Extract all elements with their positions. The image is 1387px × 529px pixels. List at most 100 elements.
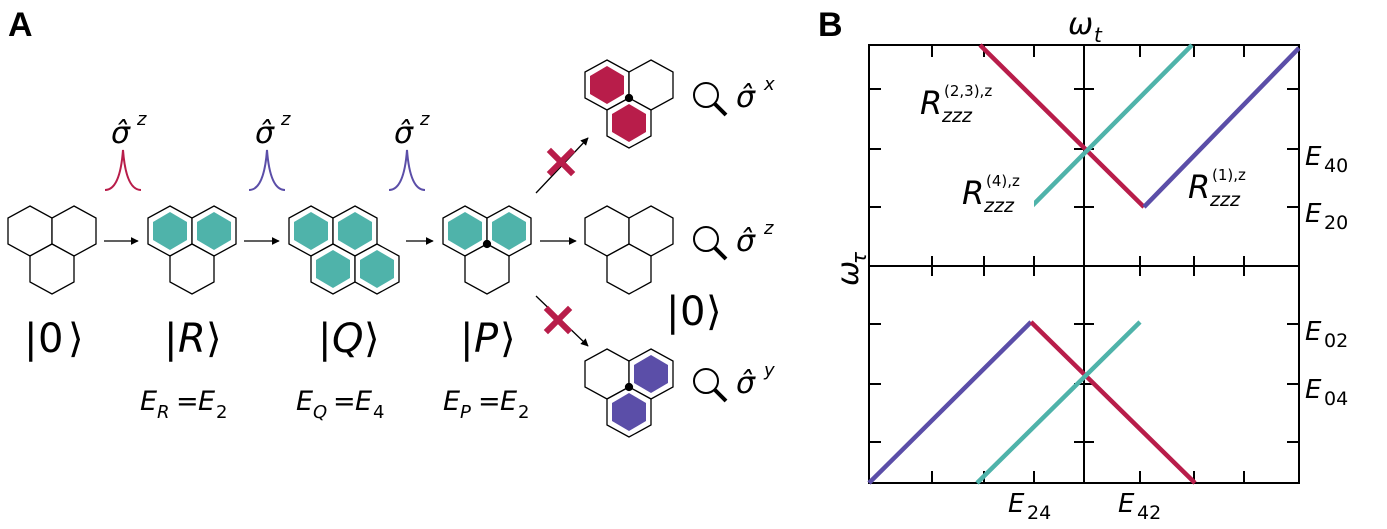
magnifier-icon — [693, 368, 728, 403]
right-tick-e02: E 02 — [1305, 317, 1348, 352]
line-teal-top — [1029, 43, 1194, 209]
svg-text:E: E — [198, 386, 215, 417]
svg-text:2: 2 — [518, 402, 529, 423]
svg-text:⟩: ⟩ — [68, 316, 84, 362]
energy-p: E P = E 2 — [443, 386, 529, 423]
magnifier-icon — [693, 82, 728, 117]
svg-text:ω: ω — [831, 261, 866, 286]
svg-text:⟩: ⟩ — [500, 316, 516, 362]
line-crimson-bottom — [1029, 320, 1197, 485]
cluster-outcome-x — [584, 59, 674, 149]
bottom-tick-e42: E 42 — [1118, 489, 1161, 524]
svg-text:04: 04 — [1324, 388, 1348, 410]
svg-text:zzz: zzz — [983, 195, 1015, 217]
pulse-shape — [248, 149, 286, 191]
svg-text:E: E — [1305, 199, 1322, 229]
svg-text:z: z — [419, 109, 430, 130]
svg-text:E: E — [443, 386, 460, 417]
resonance-lines — [867, 43, 1301, 485]
svg-text:R: R — [962, 174, 984, 212]
svg-text:0: 0 — [38, 316, 63, 362]
cluster-outcome-y — [584, 348, 674, 438]
svg-text:ω: ω — [1068, 7, 1093, 42]
svg-text:σ̂: σ̂ — [736, 80, 756, 115]
line-teal-bottom — [975, 320, 1142, 485]
svg-text:z: z — [280, 109, 291, 130]
svg-text:P: P — [474, 316, 499, 362]
svg-text:E: E — [1305, 142, 1322, 172]
cluster-state-r — [147, 205, 237, 295]
svg-text:R: R — [1188, 168, 1210, 206]
pulse-3: σ̂ z — [388, 109, 430, 191]
svg-text:=: = — [176, 386, 199, 417]
pulse-shape — [104, 149, 142, 191]
svg-text:4: 4 — [373, 402, 384, 423]
svg-text:σ̂: σ̂ — [736, 366, 756, 401]
pulse-2: σ̂ z — [248, 109, 291, 191]
ket-outcome-0: | 0 ⟩ — [666, 289, 722, 335]
svg-text:|: | — [24, 316, 37, 362]
x-axis-title: ω t — [1068, 7, 1103, 47]
svg-text:σ̂: σ̂ — [736, 224, 756, 259]
svg-text:⟩: ⟩ — [706, 289, 722, 335]
svg-text:Q: Q — [313, 402, 327, 423]
svg-text:zzz: zzz — [941, 105, 973, 127]
right-tick-e04: E 04 — [1305, 375, 1348, 410]
annotation-r23: R zzz (2,3),z — [918, 82, 1010, 128]
cluster-state-0 — [7, 205, 97, 295]
svg-text:20: 20 — [1324, 212, 1348, 234]
cluster-state-q — [288, 205, 400, 295]
pulse-1: σ̂ z — [104, 109, 147, 191]
pulse-shape — [388, 149, 426, 191]
ket-0: | 0 ⟩ — [24, 316, 84, 362]
plot-frame — [868, 44, 1300, 484]
svg-text:τ: τ — [847, 251, 871, 264]
ket-q: | Q ⟩ — [318, 316, 380, 362]
annotation-r4: R zzz (4),z — [960, 172, 1034, 218]
ket-r: | R ⟩ — [164, 316, 222, 362]
right-tick-e40: E 40 — [1305, 142, 1348, 177]
svg-text:2: 2 — [216, 402, 227, 423]
svg-text:P: P — [460, 402, 471, 423]
svg-text:02: 02 — [1324, 330, 1348, 352]
line-purple-top — [1142, 46, 1301, 209]
svg-text:|: | — [164, 316, 177, 362]
svg-text:R: R — [920, 84, 942, 122]
measure-x: σ̂ x — [693, 74, 775, 117]
bottom-tick-e24: E 24 — [1008, 489, 1051, 524]
svg-text:R: R — [178, 316, 206, 362]
svg-text:40: 40 — [1324, 155, 1348, 177]
svg-text:24: 24 — [1027, 502, 1051, 524]
svg-text:σ̂: σ̂ — [255, 116, 275, 151]
svg-text:y: y — [763, 360, 775, 381]
cluster-outcome-z — [584, 205, 674, 295]
svg-text:E: E — [500, 386, 517, 417]
right-tick-e20: E 20 — [1305, 199, 1348, 234]
svg-text:E: E — [355, 386, 372, 417]
measure-z: σ̂ z — [693, 218, 774, 261]
svg-text:zzz: zzz — [1209, 189, 1241, 211]
svg-text:⟩: ⟩ — [206, 316, 222, 362]
svg-text:(4),z: (4),z — [986, 172, 1020, 190]
svg-text:0: 0 — [680, 289, 705, 335]
annotation-r1: R zzz (1),z — [1186, 166, 1260, 212]
svg-text:z: z — [763, 218, 774, 239]
panel-b-letter: B — [818, 6, 843, 44]
svg-text:E: E — [1305, 317, 1322, 347]
energy-r: E R = E 2 — [140, 386, 227, 423]
cluster-state-p — [442, 205, 532, 295]
svg-text:Q: Q — [332, 316, 363, 362]
svg-text:(1),z: (1),z — [1212, 166, 1246, 184]
svg-text:E: E — [1118, 489, 1135, 519]
svg-text:E: E — [1305, 375, 1322, 405]
svg-text:R: R — [157, 402, 170, 423]
svg-text:σ̂: σ̂ — [111, 116, 131, 151]
energy-q: E Q = E 4 — [296, 386, 384, 423]
blocked-cross-icon — [543, 305, 573, 335]
svg-text:=: = — [333, 386, 356, 417]
svg-text:42: 42 — [1137, 502, 1161, 524]
measure-y: σ̂ y — [693, 360, 775, 403]
panel-a-letter: A — [8, 6, 33, 44]
svg-text:x: x — [763, 74, 775, 95]
